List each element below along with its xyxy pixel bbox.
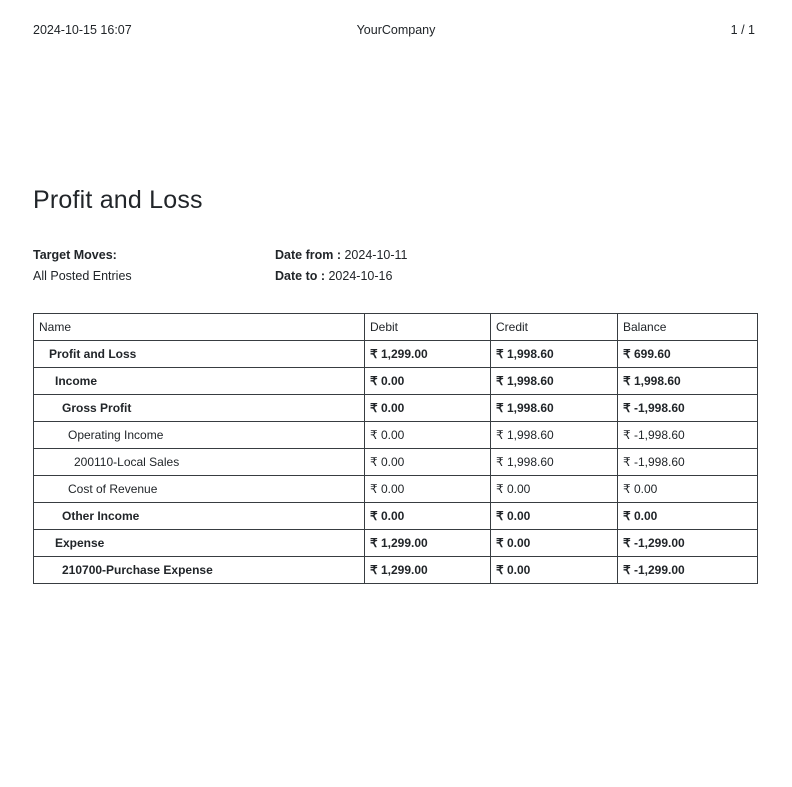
cell-balance: ₹ -1,998.60 (617, 394, 758, 422)
report-title: Profit and Loss (33, 186, 203, 214)
table-row: Operating Income ₹ 0.00 ₹ 1,998.60 ₹ -1,… (33, 421, 758, 449)
cell-name: Operating Income (33, 421, 365, 449)
date-range-block: Date from : 2024-10-11 Date to : 2024-10… (275, 245, 407, 287)
cell-balance: ₹ -1,998.60 (617, 421, 758, 449)
date-from-value: 2024-10-11 (344, 248, 408, 262)
cell-balance: ₹ -1,998.60 (617, 448, 758, 476)
cell-credit: ₹ 1,998.60 (490, 367, 618, 395)
table-row: 200110-Local Sales ₹ 0.00 ₹ 1,998.60 ₹ -… (33, 448, 758, 476)
cell-name: Expense (33, 529, 365, 557)
table-row: 210700-Purchase Expense ₹ 1,299.00 ₹ 0.0… (33, 556, 758, 584)
date-to-line: Date to : 2024-10-16 (275, 266, 407, 287)
column-header-debit: Debit (364, 313, 491, 341)
target-moves-block: Target Moves: All Posted Entries (33, 245, 275, 287)
cell-credit: ₹ 1,998.60 (490, 421, 618, 449)
cell-name: Cost of Revenue (33, 475, 365, 503)
table-row: Expense ₹ 1,299.00 ₹ 0.00 ₹ -1,299.00 (33, 529, 758, 557)
cell-balance: ₹ 0.00 (617, 502, 758, 530)
cell-name: 200110-Local Sales (33, 448, 365, 476)
cell-credit: ₹ 0.00 (490, 502, 618, 530)
cell-debit: ₹ 0.00 (364, 394, 491, 422)
column-header-name: Name (33, 313, 365, 341)
cell-credit: ₹ 1,998.60 (490, 340, 618, 368)
table-row: Profit and Loss ₹ 1,299.00 ₹ 1,998.60 ₹ … (33, 340, 758, 368)
cell-debit: ₹ 1,299.00 (364, 340, 491, 368)
table-row: Cost of Revenue ₹ 0.00 ₹ 0.00 ₹ 0.00 (33, 475, 758, 503)
cell-credit: ₹ 0.00 (490, 556, 618, 584)
date-to-label: Date to : (275, 269, 325, 283)
filters-block: Target Moves: All Posted Entries Date fr… (33, 245, 792, 287)
cell-debit: ₹ 1,299.00 (364, 529, 491, 557)
cell-debit: ₹ 1,299.00 (364, 556, 491, 584)
date-from-line: Date from : 2024-10-11 (275, 245, 407, 266)
target-moves-label: Target Moves: (33, 248, 117, 262)
column-header-balance: Balance (617, 313, 758, 341)
cell-credit: ₹ 0.00 (490, 529, 618, 557)
cell-name: Profit and Loss (33, 340, 365, 368)
table-header-row: Name Debit Credit Balance (33, 313, 758, 341)
cell-credit: ₹ 0.00 (490, 475, 618, 503)
date-from-label: Date from : (275, 248, 341, 262)
print-datetime: 2024-10-15 16:07 (33, 23, 132, 37)
cell-name: Income (33, 367, 365, 395)
cell-balance: ₹ 699.60 (617, 340, 758, 368)
target-moves-value: All Posted Entries (33, 269, 132, 283)
date-to-value: 2024-10-16 (328, 269, 393, 283)
report-header: YourCompany 2024-10-15 16:07 1 / 1 (0, 23, 792, 38)
page-indicator: 1 / 1 (730, 23, 755, 37)
cell-debit: ₹ 0.00 (364, 367, 491, 395)
table-row: Gross Profit ₹ 0.00 ₹ 1,998.60 ₹ -1,998.… (33, 394, 758, 422)
cell-balance: ₹ 1,998.60 (617, 367, 758, 395)
cell-name: Other Income (33, 502, 365, 530)
cell-balance: ₹ -1,299.00 (617, 529, 758, 557)
cell-credit: ₹ 1,998.60 (490, 448, 618, 476)
cell-balance: ₹ -1,299.00 (617, 556, 758, 584)
column-header-credit: Credit (490, 313, 618, 341)
cell-debit: ₹ 0.00 (364, 502, 491, 530)
cell-debit: ₹ 0.00 (364, 475, 491, 503)
cell-debit: ₹ 0.00 (364, 421, 491, 449)
cell-name: Gross Profit (33, 394, 365, 422)
profit-loss-table: Name Debit Credit Balance Profit and Los… (33, 313, 758, 584)
table-row: Income ₹ 0.00 ₹ 1,998.60 ₹ 1,998.60 (33, 367, 758, 395)
company-name: YourCompany (356, 23, 436, 37)
cell-credit: ₹ 1,998.60 (490, 394, 618, 422)
cell-name: 210700-Purchase Expense (33, 556, 365, 584)
cell-debit: ₹ 0.00 (364, 448, 491, 476)
cell-balance: ₹ 0.00 (617, 475, 758, 503)
table-row: Other Income ₹ 0.00 ₹ 0.00 ₹ 0.00 (33, 502, 758, 530)
